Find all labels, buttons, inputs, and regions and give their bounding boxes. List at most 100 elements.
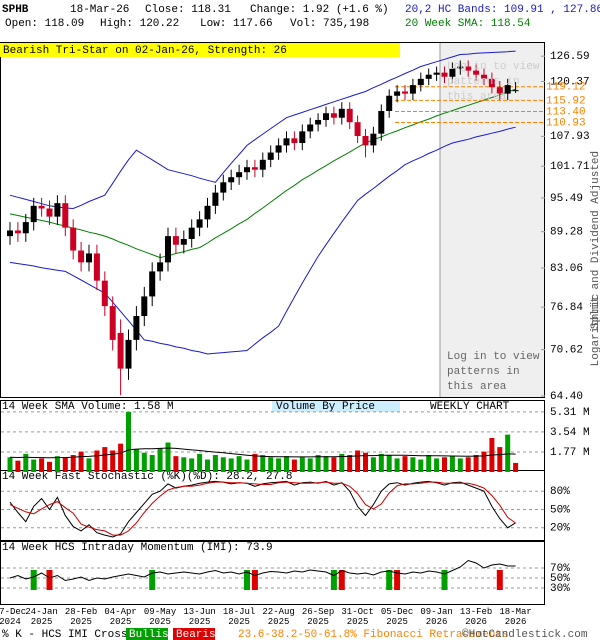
crossover-signal [386,570,393,590]
volume-bar [86,458,92,472]
candle-body [512,90,519,92]
volume-bar [118,443,124,472]
volume-bar [497,447,503,472]
fib-label: 113.40 [546,106,586,118]
locked-note: Log in to view patterns in this area [447,351,540,393]
candle-body [196,219,203,228]
candle-body [441,72,448,77]
x-tick-label: 18-Jul 2025 [222,607,256,627]
candle-body [488,78,495,88]
side-label: Split and Dividend Adjusted [590,151,600,329]
candle-body [449,68,456,77]
x-tick-label: 04-Apr 2025 [104,607,137,627]
y-tick-label: 1.77 M [550,447,590,459]
volume-bar [7,457,13,472]
volume-bar [149,455,155,472]
y-tick-label: 50% [550,504,570,516]
volume-bar [378,453,384,472]
candle-body [117,332,124,369]
candle-body [220,182,227,193]
volume-bar [307,458,313,472]
candle-body [283,138,290,146]
x-tick-label: 26-Sep 2025 [301,607,335,627]
candle-body [46,208,53,217]
candle-body [425,74,432,79]
momentum-line [9,559,516,582]
x-tick-label: 05-Dec 2025 [380,607,414,627]
high: High: 120.22 [100,18,179,30]
volume-bar [157,448,163,472]
candle-body [315,119,322,125]
volume-bar [181,457,187,472]
volume-bar [94,450,100,472]
crossover-signal [330,570,337,590]
candle-body [307,124,314,132]
candle-body [473,70,480,75]
y-tick-label: 83.06 [550,263,583,275]
stochastic-title: 14 Week Fast Stochastic (%K)(%D): 28.2, … [2,471,292,483]
sma-line [9,88,516,259]
crossover-signal [251,570,258,590]
candle-body [417,78,424,86]
vbp-label-bg [272,401,400,412]
volume-bar [465,457,471,472]
x-tick-label: 22-Aug 2025 [262,607,295,627]
candle-body [228,177,235,183]
candle-body [204,205,211,220]
x-tick-label: 24-Jan 2025 [25,607,58,627]
candle-body [386,95,393,112]
symbol: SPHB [2,4,29,16]
crossover-signal [338,570,345,590]
candle-body [7,230,13,237]
x-tick-label: 09-Jan 2026 [420,607,453,627]
candle-body [125,339,132,369]
low: Low: 117.66 [200,18,273,30]
candle-body [236,172,243,178]
volume-bar [473,455,479,472]
volume-bar [126,411,131,472]
momentum-title: 14 Week HCS Intraday Momentum (IMI): 73.… [2,542,273,554]
candle-body [188,227,195,239]
y-tick-label: 120.37 [550,76,590,88]
candle-body [378,111,385,134]
banner-bg [0,43,400,57]
volume-bar [449,456,455,472]
open: Open: 118.09 [5,18,84,30]
volume-bar [426,455,432,472]
period-label: WEEKLY CHART [430,401,510,413]
candle-body [30,205,37,223]
volume-bar [189,458,195,472]
volume-sma [9,447,516,459]
volume-bar [102,447,108,472]
volume-bar [323,456,329,472]
y-tick-label: 126.59 [550,51,590,63]
stochastic-line [9,481,516,536]
volume-bar [268,457,274,472]
y-tick-label: 50% [550,573,570,585]
close: Close: 118.31 [145,4,231,16]
candle-body [86,253,92,263]
bands-legend: 20,2 HC Bands: 109.91 , 127.86 [405,4,600,16]
candle-body [38,205,45,209]
volume-bar [236,456,242,472]
candle-body [22,222,29,234]
candle-body [70,227,77,251]
candle-body [465,66,472,71]
candle-body [346,108,353,123]
candle-body [149,271,156,297]
x-tick-label: 31-Oct 2025 [341,607,374,627]
candle-body [362,135,369,146]
volume-bar [220,457,226,472]
candle-body [370,133,377,146]
x-tick-label: 18-Mar 2026 [499,607,532,627]
legend-entry: 20 Week SMA: 118.54 [405,18,531,30]
volume-bar [402,456,408,472]
volume-bar [173,456,179,472]
volume-bar [244,459,250,472]
volume-bar [284,456,289,472]
crossover-signal [394,570,401,590]
locked-note: Log in to view patterns in this area [447,61,540,103]
candle-body [62,203,69,228]
candle-body [172,236,179,245]
